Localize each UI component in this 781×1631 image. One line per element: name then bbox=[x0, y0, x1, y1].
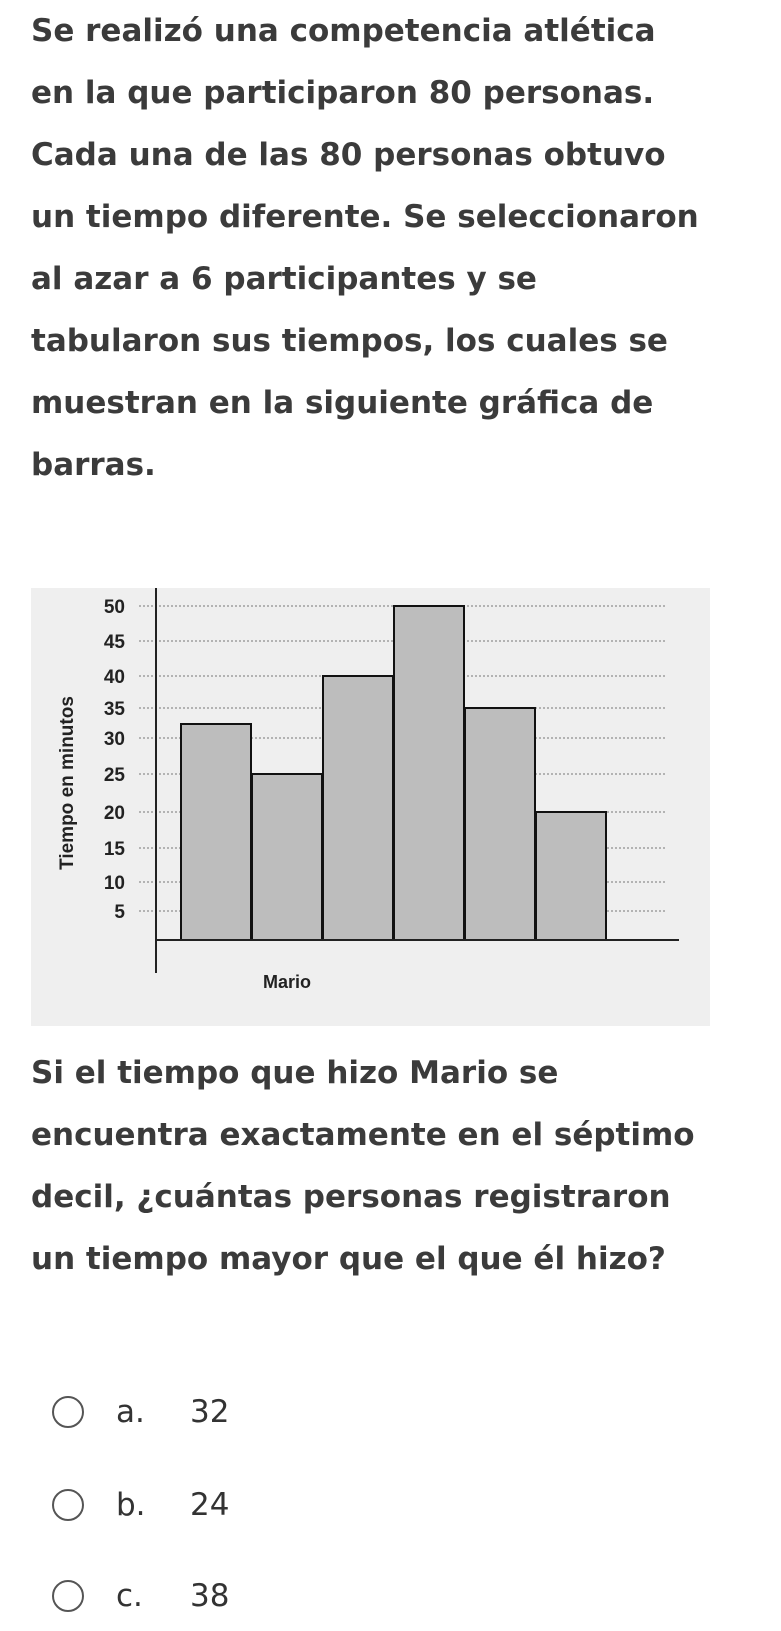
option-c[interactable]: c. 38 bbox=[52, 1566, 229, 1626]
y-tick-label-40: 40 bbox=[104, 667, 125, 688]
y-tick-label-5: 5 bbox=[114, 902, 125, 923]
y-tick-label-30: 30 bbox=[104, 729, 125, 750]
option-b-value: 24 bbox=[190, 1487, 230, 1523]
option-b[interactable]: b. 24 bbox=[52, 1475, 229, 1535]
bar-chart-svg: 5 10 15 20 25 30 35 40 45 50 Tiempo en minutos Mari… bbox=[57, 588, 679, 992]
option-b-radio[interactable] bbox=[52, 1489, 84, 1521]
bar-5 bbox=[464, 707, 536, 941]
y-tick-label-20: 20 bbox=[104, 803, 125, 824]
bar-chart: 5 10 15 20 25 30 35 40 45 50 Tiempo en minutos Mari… bbox=[31, 588, 710, 1026]
y-axis-title: Tiempo en minutos bbox=[57, 696, 78, 870]
option-c-radio[interactable] bbox=[52, 1580, 84, 1612]
y-tick-label-10: 10 bbox=[104, 873, 125, 894]
bar-4 bbox=[393, 605, 465, 941]
x-category-label-mario: Mario bbox=[263, 972, 311, 992]
intro-paragraph: Se realizó una competencia atlética en l… bbox=[31, 13, 699, 483]
y-tick-label-35: 35 bbox=[104, 699, 126, 720]
option-c-value: 38 bbox=[190, 1578, 230, 1614]
y-tick-label-50: 50 bbox=[104, 597, 125, 618]
option-c-letter: c. bbox=[116, 1578, 143, 1614]
option-a-radio[interactable] bbox=[52, 1396, 84, 1428]
bar-2 bbox=[251, 773, 323, 941]
y-tick-label-15: 15 bbox=[104, 839, 126, 860]
bar-3 bbox=[322, 675, 394, 941]
bar-6 bbox=[535, 811, 607, 941]
option-a-value: 32 bbox=[190, 1394, 230, 1430]
y-tick-label-25: 25 bbox=[104, 765, 126, 786]
question-paragraph: Si el tiempo que hizo Mario se encuentra… bbox=[31, 1055, 695, 1277]
y-tick-label-45: 45 bbox=[104, 632, 126, 653]
option-a-letter: a. bbox=[116, 1394, 145, 1430]
bar-1 bbox=[180, 723, 252, 941]
option-b-letter: b. bbox=[116, 1487, 146, 1523]
option-a[interactable]: a. 32 bbox=[52, 1382, 229, 1442]
